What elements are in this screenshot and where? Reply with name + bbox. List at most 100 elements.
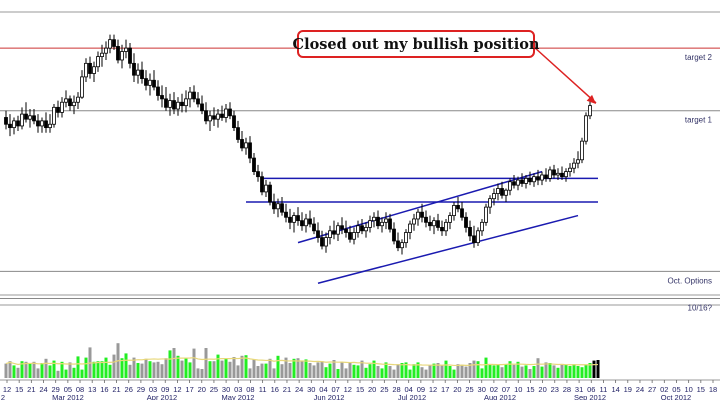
candle-body — [64, 98, 68, 103]
volume-bar — [408, 369, 412, 378]
volume-bar — [428, 365, 432, 378]
candle-body — [288, 216, 292, 223]
candle-body — [584, 115, 588, 142]
candle-body — [408, 223, 412, 233]
x-tick-label: 20 — [538, 385, 546, 394]
volume-bar — [348, 362, 352, 378]
volume-bar — [64, 369, 68, 378]
candle-body — [164, 98, 168, 108]
x-tick-label: 15 — [15, 385, 23, 394]
x-month-label: Apr 2012 — [147, 393, 177, 400]
candle-body — [388, 218, 392, 230]
candle-body — [124, 47, 128, 52]
candle-body — [348, 232, 352, 240]
x-tick-label: 05 — [64, 385, 72, 394]
x-month-label: Jul 2012 — [398, 393, 426, 400]
candle-body — [84, 62, 88, 78]
candle-body — [280, 203, 284, 213]
candle-body — [60, 101, 64, 113]
candle-body — [36, 120, 40, 127]
volume-bar — [528, 369, 532, 378]
volume-bar — [68, 362, 72, 378]
volume-bar — [16, 367, 20, 378]
x-tick-label: 02 — [660, 385, 668, 394]
candle-body — [180, 101, 184, 107]
volume-bar — [36, 368, 40, 378]
volume-bar — [28, 363, 32, 378]
volume-bar — [480, 368, 484, 378]
candle-body — [436, 220, 440, 228]
x-tick-label: 17 — [441, 385, 449, 394]
x-tick-label: 21 — [27, 385, 35, 394]
volume-bar — [284, 357, 288, 378]
volume-bar — [544, 362, 548, 378]
volume-bar — [288, 363, 292, 378]
candle-body — [552, 169, 556, 176]
candle-body — [80, 76, 84, 98]
volume-bar — [536, 358, 540, 378]
volume-bar — [60, 361, 64, 378]
candle-body — [332, 230, 336, 235]
candle-body — [172, 100, 176, 110]
candle-body — [276, 203, 280, 210]
x-month-label: Aug 2012 — [484, 393, 516, 400]
candle-body — [260, 176, 264, 193]
x-tick-label: 13 — [88, 385, 96, 394]
x-tick-label: 09 — [417, 385, 425, 394]
candle-body — [216, 113, 220, 120]
volume-bar — [96, 361, 100, 378]
candle-body — [244, 142, 248, 149]
candle-body — [272, 201, 276, 210]
volume-bar — [560, 364, 564, 378]
volume-bar — [520, 366, 524, 378]
x-month-label: Mar 2012 — [52, 393, 84, 400]
volume-bar — [48, 365, 52, 378]
volume-bar — [444, 360, 448, 378]
volume-bar — [164, 358, 168, 378]
candle-body — [224, 108, 228, 118]
volume-bar — [168, 350, 172, 378]
candle-body — [188, 91, 192, 100]
candle-body — [156, 86, 160, 96]
candle-body — [376, 216, 380, 227]
volume-bar — [508, 361, 512, 378]
candle-body — [516, 179, 520, 186]
candle-body — [344, 228, 348, 233]
volume-bar — [392, 369, 396, 378]
volume-bar — [80, 369, 84, 378]
volume-bar — [256, 366, 260, 378]
candle-body — [336, 225, 340, 235]
candle-body — [292, 215, 296, 223]
level-label-2: Oct. Options — [668, 276, 712, 285]
volume-bar — [416, 362, 420, 378]
volume-bar — [452, 369, 456, 378]
volume-bar — [156, 361, 160, 378]
x-tick-label: 03 — [234, 385, 242, 394]
volume-bar — [512, 364, 516, 378]
volume-bar — [380, 368, 384, 378]
candle-body — [412, 218, 416, 225]
x-tick-label: 18 — [709, 385, 717, 394]
x-tick-label: 07 — [502, 385, 510, 394]
candle-body — [140, 69, 144, 79]
volume-bar — [220, 360, 224, 378]
candle-body — [556, 172, 560, 176]
volume-bar — [412, 364, 416, 378]
x-tick-label: 10 — [514, 385, 522, 394]
volume-bar — [424, 369, 428, 378]
candle-body — [208, 115, 212, 122]
x-tick-label: 07 — [331, 385, 339, 394]
x-tick-label: 15 — [697, 385, 705, 394]
candle-body — [460, 208, 464, 218]
volume-bar — [384, 362, 388, 378]
volume-bar — [396, 364, 400, 378]
candle-body — [532, 176, 536, 183]
volume-bar — [368, 364, 372, 378]
candle-body — [300, 220, 304, 227]
x-month-label: 2 — [1, 393, 5, 400]
candle-body — [176, 101, 180, 110]
volume-bar — [356, 365, 360, 378]
